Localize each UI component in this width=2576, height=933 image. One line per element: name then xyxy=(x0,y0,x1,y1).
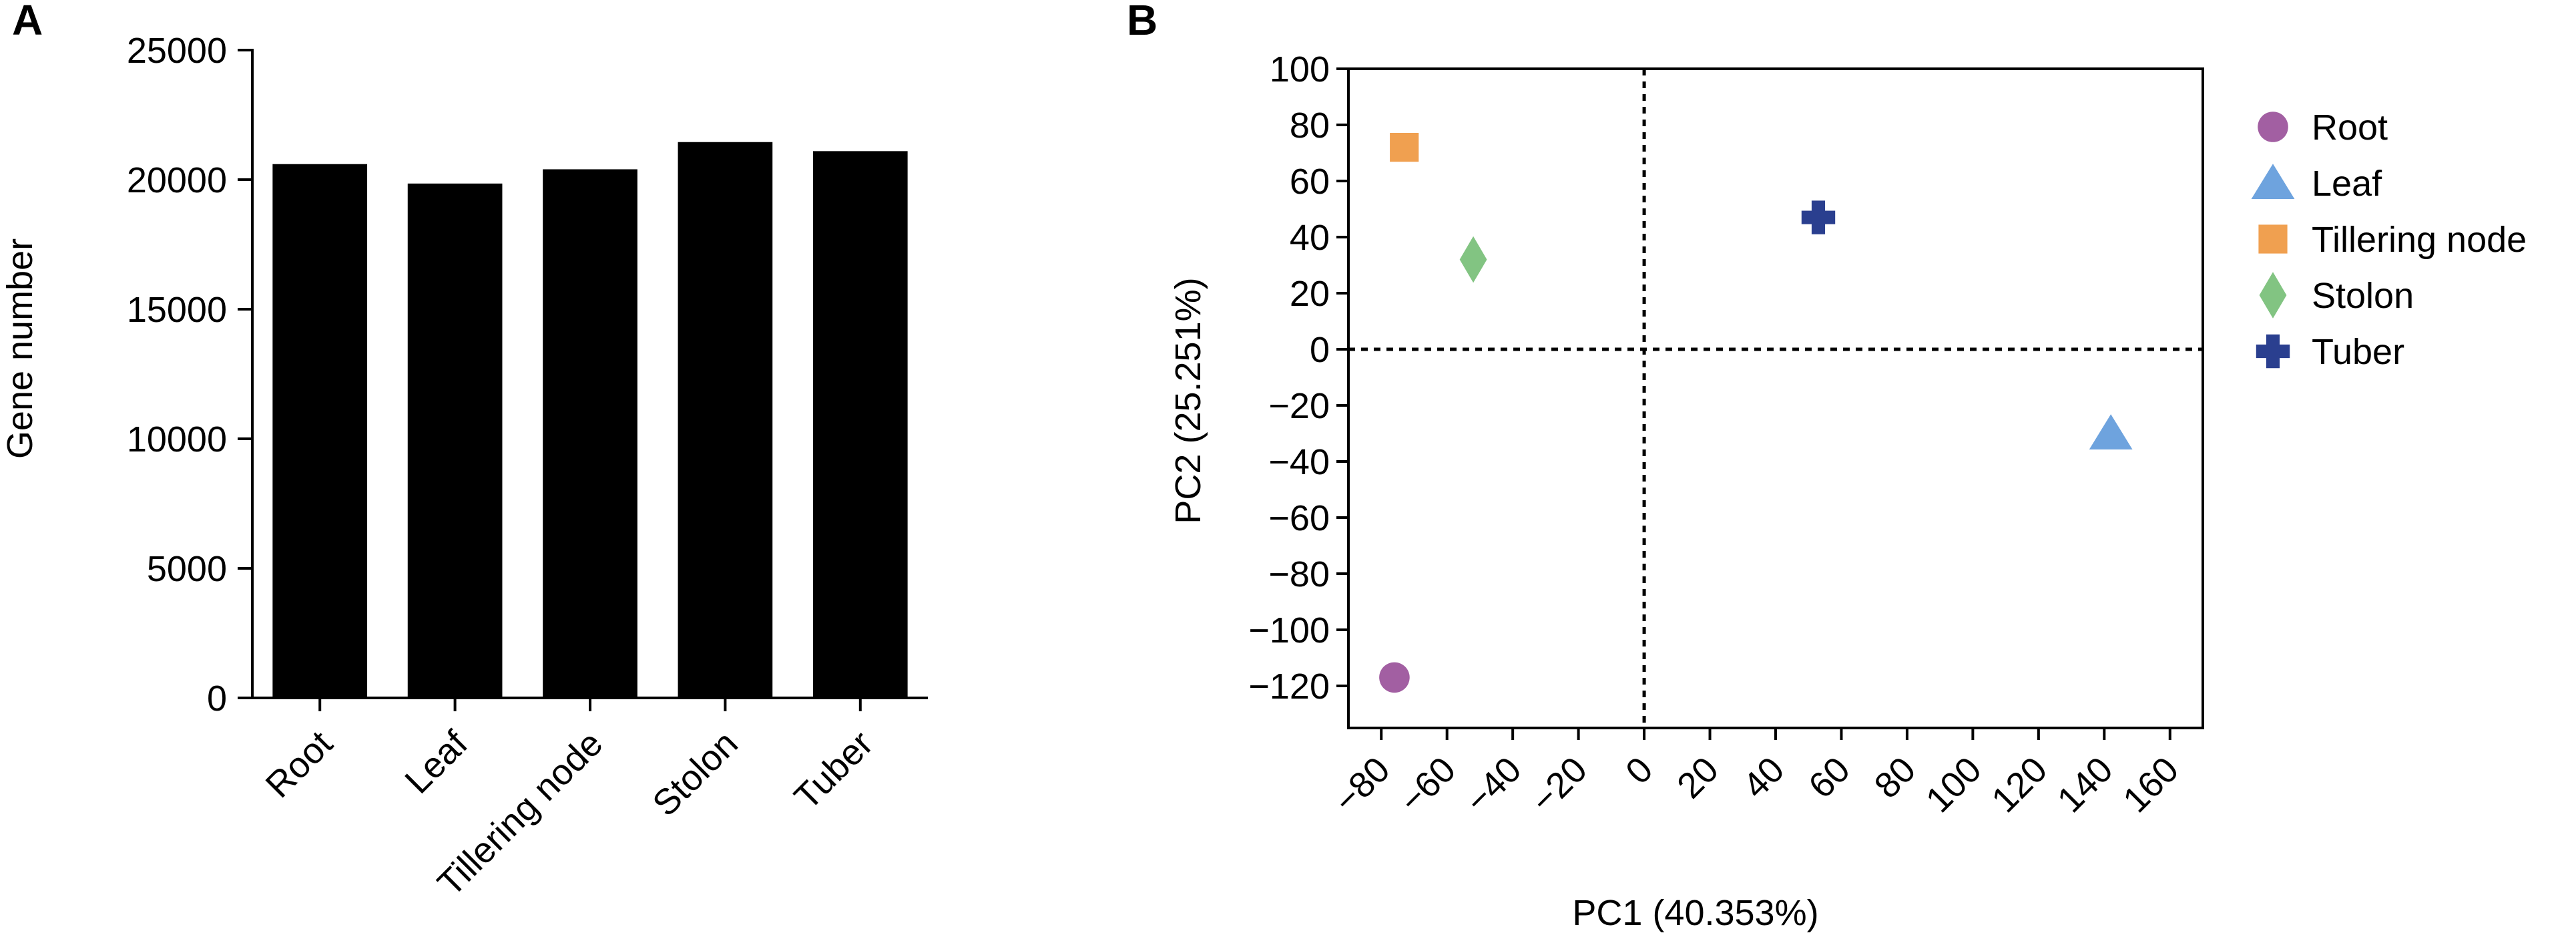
legend-marker-leaf xyxy=(2251,164,2295,199)
y-tick-label: 20000 xyxy=(127,160,227,200)
y-axis-label: Gene number xyxy=(0,238,40,459)
bar-tuber xyxy=(812,151,908,698)
legend-label-tuber: Tuber xyxy=(2312,332,2404,372)
x-tick-label: Leaf xyxy=(397,723,475,801)
x-tick-label: 120 xyxy=(1984,749,2055,820)
legend-label-root: Root xyxy=(2312,108,2388,148)
y-tick-label: −40 xyxy=(1268,442,1330,482)
legend-label-tillering-node: Tillering node xyxy=(2312,220,2527,260)
y-tick-label: 0 xyxy=(1310,330,1330,370)
y-tick-label: 15000 xyxy=(127,290,227,330)
y-tick-label: −60 xyxy=(1268,498,1330,538)
y-tick-label: 40 xyxy=(1290,218,1330,258)
panel-a-letter: A xyxy=(12,0,43,44)
x-tick-label: 140 xyxy=(2050,749,2121,820)
legend-marker-stolon xyxy=(2259,272,2287,319)
legend-marker-root xyxy=(2258,112,2288,142)
x-tick-label: Stolon xyxy=(645,723,746,824)
x-tick-label: −60 xyxy=(1392,749,1463,821)
y-ticks: 100 80 60 40 20 0 −20 −40 −60 −80 −100 −120 xyxy=(1248,49,1348,707)
scatter-points xyxy=(1379,133,2133,693)
bar-root xyxy=(272,164,368,699)
x-tick-label: 40 xyxy=(1736,749,1792,806)
bar-series xyxy=(272,142,908,699)
y-tick-label: −80 xyxy=(1268,554,1330,594)
point-tuber xyxy=(1801,200,1836,234)
bar-leaf xyxy=(407,183,503,698)
point-tillering-node xyxy=(1390,133,1419,162)
y-axis-label: PC2 (25.251%) xyxy=(1168,277,1208,524)
point-root xyxy=(1379,662,1410,693)
y-tick-label: 60 xyxy=(1290,162,1330,202)
x-tick-label: 160 xyxy=(2115,749,2186,820)
x-axis-label: PC1 (40.353%) xyxy=(1572,893,1818,933)
x-tick-label: 60 xyxy=(1801,749,1858,806)
x-tick-label: −20 xyxy=(1523,749,1595,821)
y-tick-label: 20 xyxy=(1290,274,1330,314)
legend-label-leaf: Leaf xyxy=(2312,164,2382,204)
x-tick-label: 100 xyxy=(1918,749,1989,820)
y-tick-label: 5000 xyxy=(147,549,227,589)
point-leaf xyxy=(2089,414,2133,449)
y-tick-label: −100 xyxy=(1248,610,1330,650)
x-tick-label: 20 xyxy=(1669,749,1726,806)
y-tick-label: 80 xyxy=(1290,106,1330,146)
bar-stolon xyxy=(678,142,773,699)
point-stolon xyxy=(1459,236,1487,283)
y-tick-label: 25000 xyxy=(127,31,227,71)
plot-frame xyxy=(1347,67,2204,729)
x-tick-label: Root xyxy=(258,723,340,805)
panel-b-letter: B xyxy=(1127,0,1157,44)
legend-marker-tuber xyxy=(2256,334,2290,369)
x-tick-label: −40 xyxy=(1457,749,1529,821)
y-ticks: 0 5000 10000 15000 20000 25000 xyxy=(127,31,252,719)
x-tick-label: −80 xyxy=(1326,749,1398,821)
y-tick-label: 10000 xyxy=(127,419,227,459)
y-tick-label: 0 xyxy=(207,679,227,719)
bar-tillering-node xyxy=(543,169,637,699)
legend-label-stolon: Stolon xyxy=(2312,276,2414,316)
legend-marker-tillering-node xyxy=(2258,224,2288,254)
x-tick-label: 80 xyxy=(1867,749,1924,806)
legend: Root Leaf Tillering node Stolon Tuber xyxy=(2251,108,2527,372)
y-tick-label: −120 xyxy=(1248,667,1330,707)
y-tick-label: 100 xyxy=(1270,49,1330,89)
y-tick-label: −20 xyxy=(1268,386,1330,426)
x-tick-label: 0 xyxy=(1618,749,1661,792)
x-tick-label: Tuber xyxy=(787,723,881,817)
